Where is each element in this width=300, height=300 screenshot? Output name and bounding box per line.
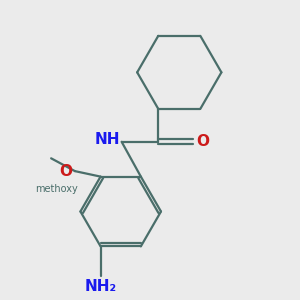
Text: O: O xyxy=(59,164,72,178)
Text: NH: NH xyxy=(94,132,120,147)
Text: methoxy: methoxy xyxy=(35,184,78,194)
Text: NH₂: NH₂ xyxy=(85,279,117,294)
Text: O: O xyxy=(197,134,210,149)
